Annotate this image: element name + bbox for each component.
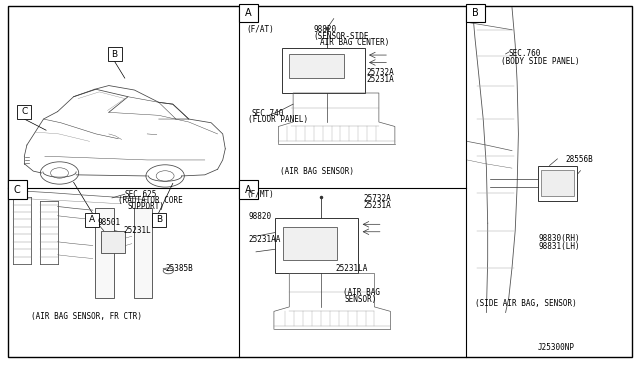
Bar [466,4,485,22]
Text: 25732A: 25732A [366,68,394,77]
Text: 98831(LH): 98831(LH) [539,242,580,251]
Text: A: A [245,8,252,18]
Text: SEC.740: SEC.740 [252,109,284,118]
Bar [239,4,258,22]
Text: AIR BAG CENTER): AIR BAG CENTER) [320,38,389,47]
Text: 98830(RH): 98830(RH) [539,234,580,243]
Text: 98501: 98501 [97,218,120,227]
Bar [239,180,258,199]
Text: 28556B: 28556B [566,155,593,164]
Bar [8,180,27,199]
Bar [541,170,574,196]
Bar [538,166,577,201]
Text: (AIR BAG: (AIR BAG [343,288,380,297]
Text: A: A [245,185,252,195]
Text: B: B [156,215,162,224]
Text: (SIDE AIR BAG, SENSOR): (SIDE AIR BAG, SENSOR) [475,299,577,308]
Bar [17,105,31,119]
Text: (F/MT): (F/MT) [246,190,274,199]
Text: SENSOR): SENSOR) [344,295,377,304]
Bar [275,218,358,273]
Bar [85,213,99,227]
Text: (AIR BAG SENSOR, FR CTR): (AIR BAG SENSOR, FR CTR) [31,312,141,321]
Bar [152,213,166,227]
Text: SEC.760: SEC.760 [509,49,541,58]
Text: (F/AT): (F/AT) [246,25,274,34]
Text: 25732A: 25732A [364,194,391,203]
Text: C: C [14,185,20,195]
Text: SUPPORT): SUPPORT) [128,202,165,211]
Text: (BODY SIDE PANEL): (BODY SIDE PANEL) [501,57,580,65]
Bar [134,208,152,298]
Bar [283,227,337,260]
Text: 25231L: 25231L [124,226,151,235]
Text: 25231A: 25231A [364,201,391,210]
Bar [95,208,114,298]
Text: 25231A: 25231A [366,75,394,84]
Text: 98820: 98820 [248,212,271,221]
Bar [108,47,122,61]
Text: SEC.625: SEC.625 [125,190,157,199]
Text: B: B [111,50,118,59]
Text: 98820: 98820 [314,25,337,34]
Text: C: C [21,108,28,116]
Text: (FLOOR PANEL): (FLOOR PANEL) [248,115,308,124]
Text: (SENSOR-SIDE: (SENSOR-SIDE [314,32,369,41]
Text: (AIR BAG SENSOR): (AIR BAG SENSOR) [280,167,354,176]
Bar [101,231,125,253]
Text: 25231AA: 25231AA [248,235,281,244]
Bar [289,54,344,78]
Text: J25300NP: J25300NP [538,343,575,352]
Text: 25385B: 25385B [165,264,193,273]
Text: 25231LA: 25231LA [335,264,368,273]
Bar [282,48,365,93]
Text: A: A [89,215,95,224]
Text: (RADIATOR CORE: (RADIATOR CORE [118,196,183,205]
Text: B: B [472,8,479,18]
